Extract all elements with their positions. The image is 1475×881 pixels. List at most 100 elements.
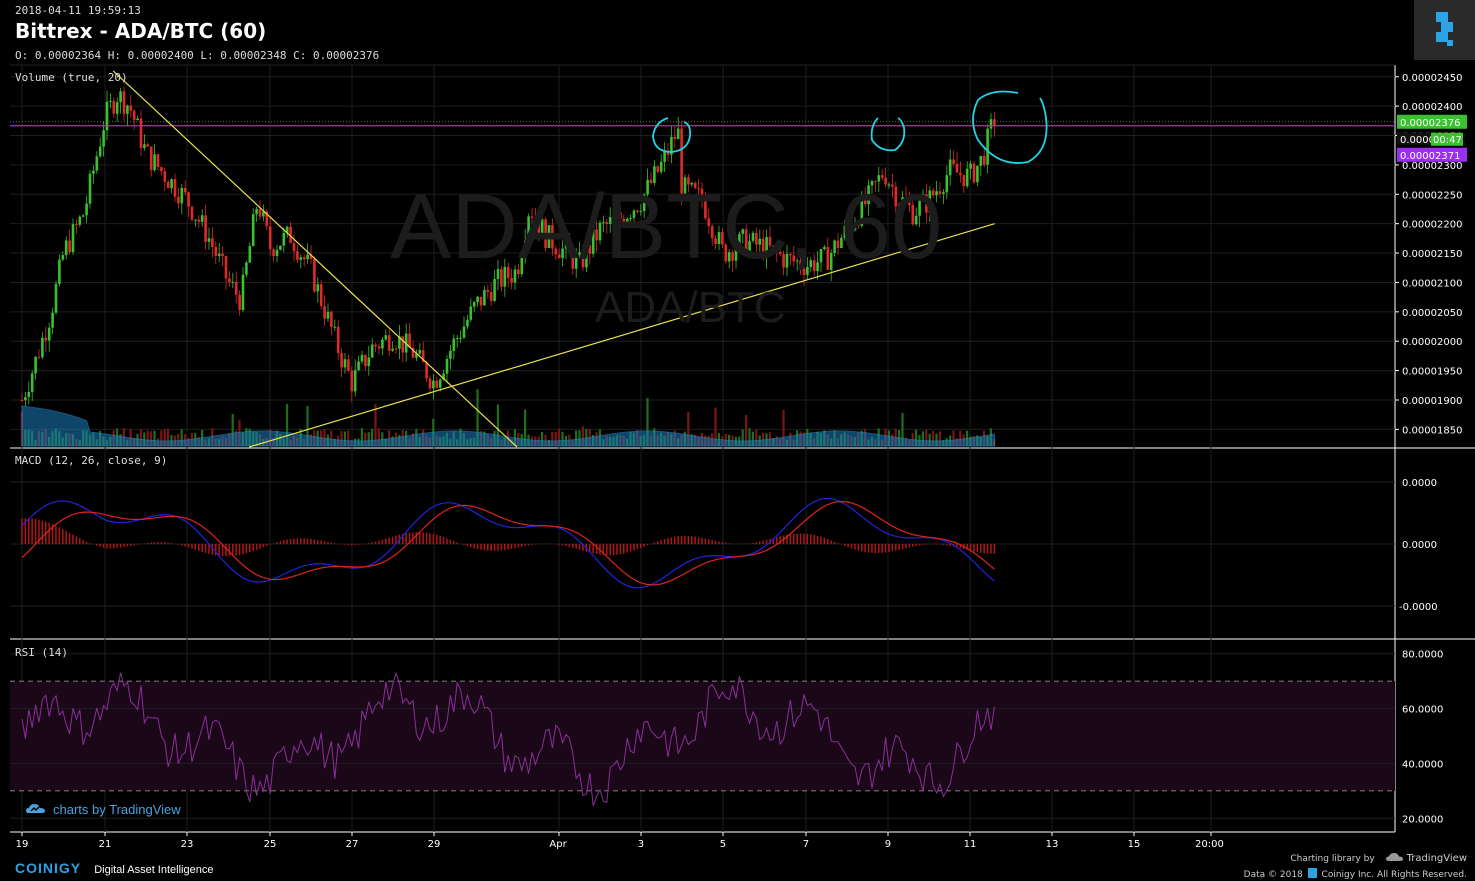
macd-histogram-bar [310, 538, 312, 544]
macd-signal-line [21, 500, 995, 586]
macd-histogram-bar [493, 544, 496, 551]
volume-bar [146, 430, 149, 446]
candle-body [78, 216, 82, 225]
volume-bar [578, 430, 581, 446]
candle-body [194, 219, 197, 221]
candle-body [520, 256, 524, 275]
macd-histogram-bar [143, 543, 146, 544]
x-tick-label: 19 [16, 839, 29, 850]
macd-histogram-bar [976, 544, 979, 553]
candle-body [952, 159, 955, 164]
macd-histogram-bar [72, 534, 74, 544]
macd-histogram-bar [327, 541, 329, 544]
candle-body [921, 194, 925, 201]
macd-histogram-bar [667, 538, 669, 544]
macd-histogram-bar [269, 544, 271, 545]
candle-body [282, 232, 286, 246]
candle-body [598, 222, 602, 241]
candle-body [840, 237, 843, 249]
macd-histogram-bar [507, 544, 509, 550]
volume-bar [755, 429, 758, 446]
last-price-tag-bg [1397, 114, 1467, 129]
charting-library-credit[interactable]: Charting library by TradingView [1290, 852, 1467, 864]
candle-body [364, 354, 367, 367]
candle-body [71, 224, 75, 253]
macd-histogram-bar [704, 538, 707, 544]
macd-histogram-bar [803, 533, 805, 544]
macd-histogram-bar [317, 540, 319, 544]
candle-body [588, 245, 592, 254]
candle-body [132, 110, 136, 121]
macd-histogram-bar [79, 538, 81, 544]
candle-body [472, 302, 476, 307]
volume-bar [558, 428, 561, 446]
candle-body [105, 101, 109, 131]
macd-histogram-bar [633, 544, 635, 551]
macd-histogram-bar [381, 539, 384, 544]
tradingview-credit-link[interactable]: charts by TradingView [25, 802, 181, 817]
candle-body [459, 337, 462, 339]
candle-body [935, 191, 938, 196]
candle-body [976, 165, 979, 183]
macd-histogram-bar [320, 540, 322, 544]
candle-body [557, 254, 561, 259]
macd-histogram-bar [895, 544, 897, 551]
coinigy-tagline: Digital Asset Intelligence [94, 864, 214, 876]
candle-body [190, 206, 194, 220]
candle-body [367, 357, 371, 367]
macd-histogram-bar [425, 532, 428, 544]
candle-body [466, 319, 469, 327]
macd-histogram-bar [266, 544, 268, 546]
purple-price-tag: 0.00002371 [1400, 151, 1460, 162]
macd-histogram-bar [323, 541, 326, 544]
macd-histogram-bar [170, 543, 173, 544]
candle-body [772, 245, 775, 247]
candle-body [241, 274, 245, 311]
volume-bar [551, 431, 554, 446]
candle-body [846, 225, 850, 227]
volume-bar [935, 433, 938, 446]
candle-body [163, 171, 167, 182]
macd-histogram-bar [164, 542, 166, 544]
candle-body [687, 177, 690, 185]
candle-body [938, 191, 942, 194]
candle-body [493, 279, 496, 301]
candle-body [323, 305, 326, 319]
macd-tick-label: -0.0000 [1399, 602, 1438, 613]
candle-body [857, 224, 860, 226]
rsi-tick-label: 20.0000 [1402, 814, 1443, 825]
candle-body [432, 380, 435, 389]
candle-body [942, 192, 945, 194]
macd-histogram-bar [296, 538, 299, 544]
candle-body [313, 258, 316, 292]
partial-price-tag: 0.0000 [1400, 135, 1435, 146]
candle-body [897, 204, 901, 207]
macd-histogram-bar [602, 544, 605, 555]
macd-histogram-bar [922, 544, 924, 545]
candle-body [408, 333, 411, 348]
candle-body [795, 260, 799, 262]
volume-bar [306, 405, 309, 446]
macd-histogram-bar [436, 534, 438, 544]
candle-body [676, 128, 680, 140]
candle-body [619, 212, 622, 219]
macd-histogram-bar [99, 544, 101, 547]
candle-body [959, 172, 962, 175]
candle-body [146, 144, 150, 147]
coinigy-brand[interactable]: COINIGY Digital Asset Intelligence [15, 858, 213, 877]
candle-body [37, 356, 41, 358]
price-tick-label: 0.00002450 [1402, 73, 1462, 84]
candle-body [622, 218, 626, 225]
macd-histogram-bar [191, 544, 193, 549]
macd-histogram-bar [789, 534, 792, 544]
candle-body [802, 268, 806, 275]
macd-pane-label: MACD (12, 26, close, 9) [15, 454, 168, 467]
candle-body [374, 344, 377, 347]
macd-histogram-bar [446, 538, 448, 544]
macd-histogram-bar [806, 533, 809, 544]
coinigy-logo-button[interactable] [1414, 0, 1475, 60]
candle-body [591, 229, 595, 254]
macd-histogram-bar [483, 544, 486, 551]
